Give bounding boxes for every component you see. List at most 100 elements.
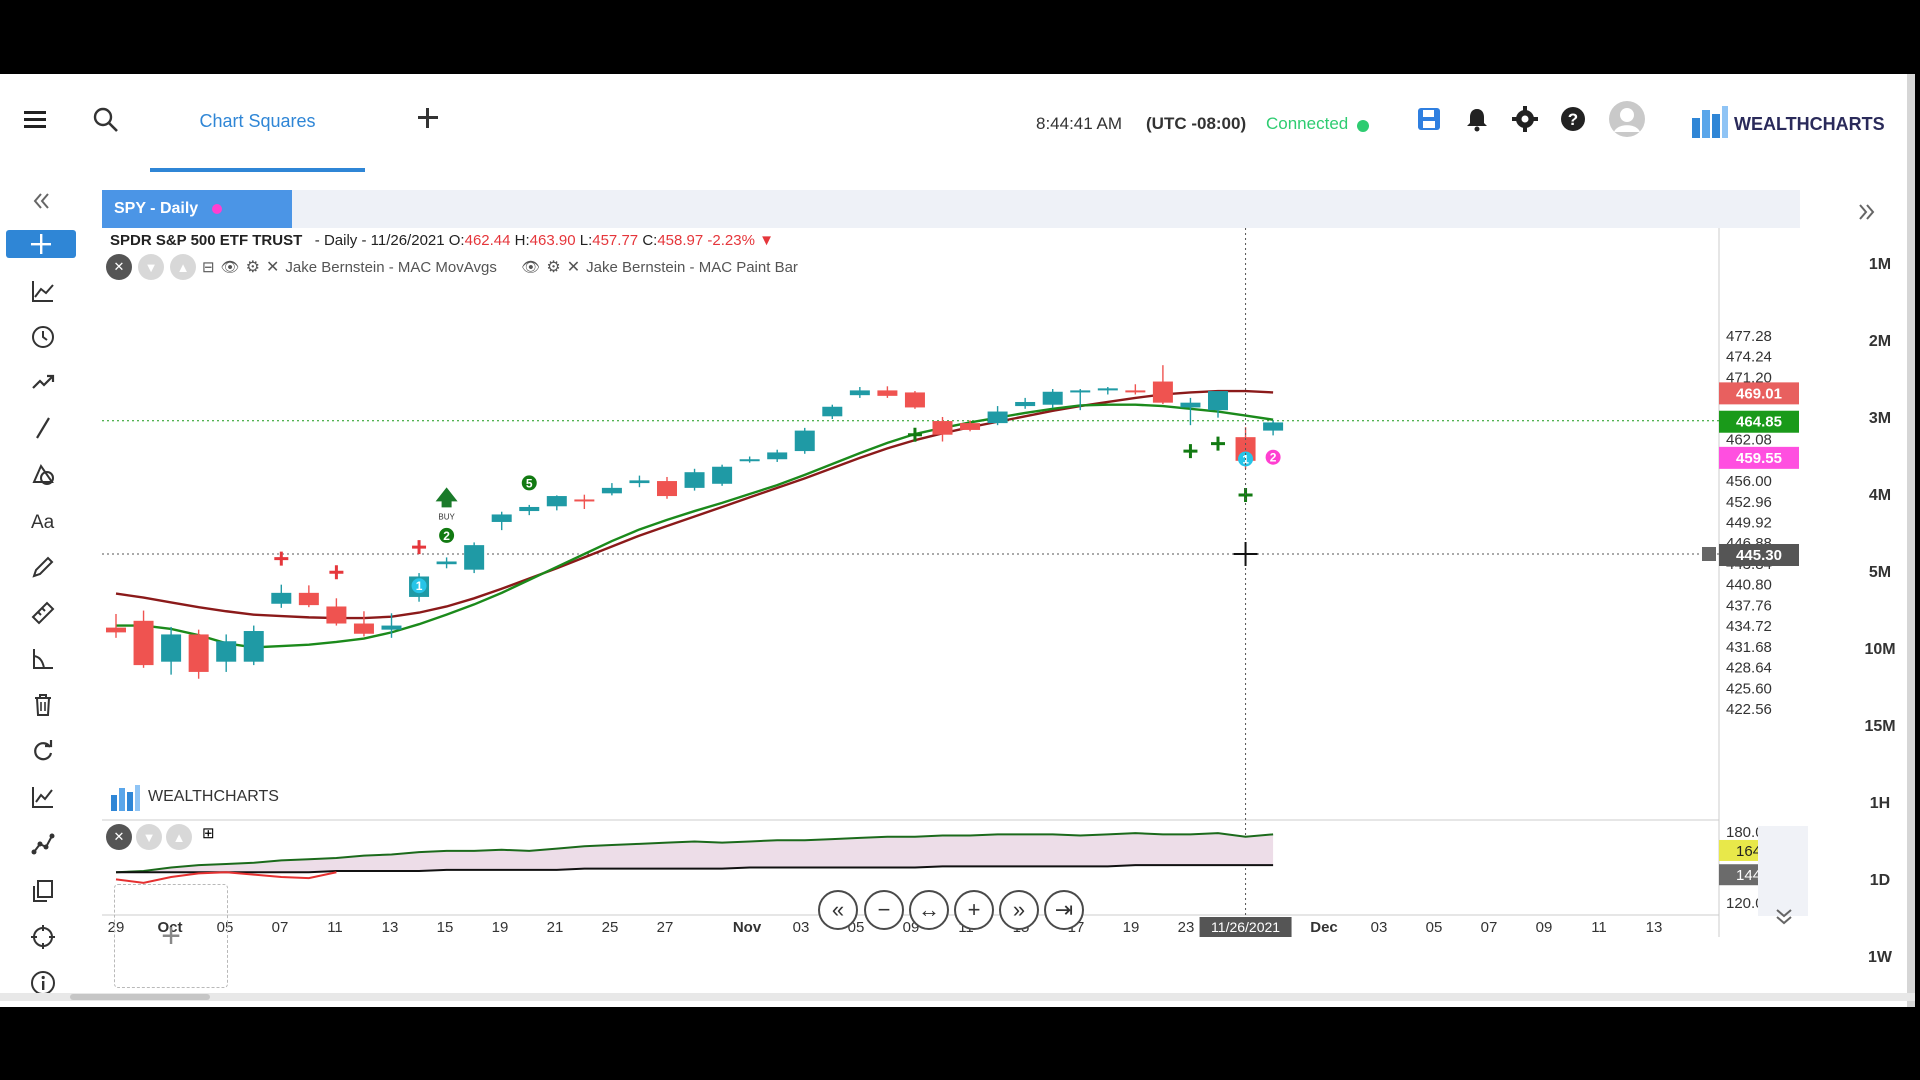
pencil-icon[interactable] (10, 550, 76, 584)
search-icon[interactable] (92, 106, 120, 134)
fit-button[interactable]: ↔ (909, 890, 949, 930)
copy-icon[interactable] (10, 874, 76, 908)
price-tick-label: 471.20 (1726, 369, 1772, 386)
collapse-study-icon[interactable]: ⊟ (202, 259, 215, 276)
candle-down (1125, 390, 1146, 393)
timeframe-2m[interactable]: 2M (1868, 333, 1892, 350)
trend-icon[interactable] (10, 365, 76, 399)
scrollbar-thumb[interactable] (70, 994, 210, 1000)
time-axis-label: 13 (1646, 919, 1663, 936)
time-axis-label: 03 (1371, 919, 1388, 936)
symbol-tab[interactable]: SPY - Daily (102, 190, 292, 228)
candle-up (629, 480, 650, 484)
angle-icon[interactable] (10, 642, 76, 676)
help-icon[interactable]: ? (1560, 106, 1588, 134)
time-axis-label: 07 (1481, 919, 1498, 936)
zoom-in-button[interactable]: + (954, 890, 994, 930)
target-icon[interactable] (10, 920, 76, 954)
text-tool-icon[interactable]: Aa (10, 504, 76, 538)
status-dot (1357, 120, 1369, 132)
price-label-box (1719, 543, 1799, 566)
candle-up (601, 487, 622, 494)
refresh-icon[interactable] (10, 734, 76, 768)
eye-icon[interactable]: 👁 (521, 259, 541, 276)
reset-icon[interactable]: ✕ (106, 824, 132, 850)
candle-up (436, 561, 457, 565)
timeframe-15m[interactable]: 15M (1864, 718, 1896, 735)
avatar[interactable] (1608, 100, 1648, 140)
horizontal-scrollbar[interactable] (0, 993, 1915, 1001)
tab-chart-squares-label: Chart Squares (199, 110, 316, 131)
collapse-right-icon[interactable] (1852, 198, 1880, 226)
timeframe-3m[interactable]: 3M (1868, 410, 1892, 427)
green-plus-signal (1211, 436, 1225, 451)
save-icon[interactable] (1416, 106, 1444, 134)
timeframe-4m[interactable]: 4M (1868, 487, 1892, 504)
panel-expander (1758, 826, 1808, 916)
move-up-icon[interactable]: ▲ (170, 254, 196, 280)
clock-icon[interactable] (10, 320, 76, 354)
wealthcharts-logo-icon (111, 785, 140, 811)
price-chart[interactable]: 477.28474.24471.20468.16465.12462.08459.… (102, 190, 1800, 937)
gear-icon[interactable] (1512, 106, 1540, 134)
reset-icon[interactable]: ✕ (106, 254, 132, 280)
scroll-left-fast-button[interactable]: « (818, 890, 858, 930)
collapse-study-icon[interactable]: ⊞ (202, 825, 215, 842)
candle-up (822, 406, 843, 417)
timeframe-5m[interactable]: 5M (1868, 564, 1892, 581)
timeframe-10m[interactable]: 10M (1864, 641, 1896, 658)
study-2-label[interactable]: Jake Bernstein - MAC Paint Bar (586, 258, 798, 276)
tab-chart-squares[interactable]: Chart Squares (150, 74, 365, 172)
bell-icon[interactable] (1464, 106, 1492, 134)
scroll-right-fast-button[interactable]: » (999, 890, 1039, 930)
green-circle-signal (521, 475, 537, 491)
app-window: Chart Squares 8:44:41 AM (UTC -08:00) Co… (0, 74, 1915, 1007)
indicator-controls: ✕ ▼ ▲ ⊞ (106, 824, 215, 850)
chart-type-icon[interactable] (10, 274, 76, 308)
candle-up (464, 545, 485, 570)
shapes-icon[interactable] (10, 457, 76, 491)
expand-down-icon[interactable] (1770, 902, 1798, 930)
line-tool-icon[interactable] (10, 411, 76, 445)
add-alert-icon[interactable] (1702, 546, 1716, 561)
move-down-icon[interactable]: ▼ (136, 824, 162, 850)
hamburger-icon[interactable] (24, 110, 48, 130)
eye-icon[interactable]: 👁 (220, 259, 240, 276)
chart-background (102, 228, 1719, 937)
remove-study-icon[interactable]: ✕ (566, 259, 581, 276)
price-label-text: 445.30 (1736, 547, 1782, 564)
vertical-scrollbar[interactable] (1907, 74, 1915, 1007)
time-axis-label: 21 (547, 919, 564, 936)
study-settings-icon[interactable]: ⚙ (245, 259, 260, 276)
add-chart-button[interactable]: + (114, 884, 228, 988)
zoom-out-button[interactable]: − (864, 890, 904, 930)
timeframe-1h[interactable]: 1H (1869, 795, 1891, 812)
candle-up (381, 625, 402, 630)
add-tab-icon[interactable] (416, 106, 440, 130)
go-to-latest-button[interactable]: ⇥ (1044, 890, 1084, 930)
time-axis-label: 15 (437, 919, 454, 936)
timeframe-1w[interactable]: 1W (1868, 949, 1892, 966)
move-up-icon[interactable]: ▲ (166, 824, 192, 850)
time-axis-label: 11 (1591, 919, 1607, 936)
svg-text:Aa: Aa (31, 512, 55, 533)
ruler-icon[interactable] (10, 596, 76, 630)
study-1-label[interactable]: Jake Bernstein - MAC MovAvgs (285, 258, 497, 276)
open-label: O: (448, 232, 465, 249)
timeframe-1m[interactable]: 1M (1868, 256, 1892, 273)
trash-icon[interactable] (10, 688, 76, 722)
time-axis-label: 25 (602, 919, 619, 936)
candle-up (712, 466, 733, 484)
candle-up (767, 452, 788, 460)
nodes-icon[interactable] (10, 827, 76, 861)
collapse-left-icon[interactable] (16, 184, 66, 218)
move-down-icon[interactable]: ▼ (138, 254, 164, 280)
candle-up (491, 514, 512, 522)
timeframe-1d[interactable]: 1D (1869, 872, 1891, 889)
remove-study-icon[interactable]: ✕ (265, 259, 280, 276)
top-bar: Chart Squares 8:44:41 AM (UTC -08:00) Co… (0, 74, 1915, 172)
study-settings-icon[interactable]: ⚙ (546, 259, 561, 276)
crosshair-tool-icon[interactable] (6, 230, 76, 258)
indicator-icon[interactable] (10, 780, 76, 814)
price-label-box (1719, 446, 1799, 469)
